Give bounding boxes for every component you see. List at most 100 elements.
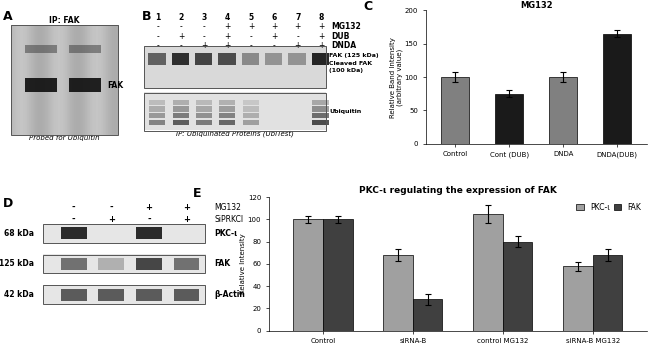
Text: (100 kDa): (100 kDa) — [329, 68, 363, 73]
Bar — [150, 100, 165, 105]
Text: +: + — [146, 203, 152, 212]
Y-axis label: Relative Intensity: Relative Intensity — [240, 234, 246, 294]
Bar — [196, 106, 212, 112]
Bar — [172, 100, 188, 105]
Text: 8: 8 — [318, 13, 324, 22]
Text: SiPRKCI: SiPRKCI — [214, 214, 244, 223]
Bar — [323, 220, 352, 331]
Bar — [313, 106, 328, 112]
Bar — [242, 113, 259, 118]
Bar — [413, 300, 443, 331]
Bar — [43, 285, 205, 304]
Text: 6: 6 — [272, 13, 277, 22]
Bar — [172, 113, 188, 118]
Text: DNDA: DNDA — [332, 41, 357, 50]
Text: IP: FAK: IP: FAK — [49, 16, 79, 25]
Bar — [195, 53, 213, 65]
Bar — [136, 258, 162, 270]
Text: +: + — [248, 23, 254, 31]
Text: 7: 7 — [295, 13, 300, 22]
Text: -: - — [250, 32, 252, 41]
Bar — [219, 100, 235, 105]
Bar — [150, 120, 165, 125]
Text: E: E — [193, 187, 202, 199]
Bar — [603, 34, 631, 144]
Text: B: B — [142, 10, 151, 23]
Bar — [503, 242, 532, 331]
Text: +: + — [224, 23, 231, 31]
Text: +: + — [318, 32, 324, 41]
Bar — [265, 53, 283, 65]
Bar — [148, 53, 166, 65]
Bar — [172, 106, 188, 112]
Bar — [312, 53, 329, 65]
Text: +: + — [294, 41, 301, 50]
Text: 4: 4 — [225, 13, 230, 22]
Bar — [10, 25, 118, 135]
Bar — [242, 100, 259, 105]
Bar — [196, 120, 212, 125]
Bar — [61, 227, 86, 239]
Bar — [242, 53, 259, 65]
Text: +: + — [318, 23, 324, 31]
Text: 42 kDa: 42 kDa — [4, 290, 34, 299]
Text: FAK: FAK — [214, 259, 231, 268]
Bar — [136, 288, 162, 301]
Title: Levels of Ubiquinated FAK in the presence of
MG132: Levels of Ubiquinated FAK in the presenc… — [430, 0, 643, 10]
Bar — [98, 258, 124, 270]
Text: -: - — [250, 41, 252, 50]
Bar — [196, 113, 212, 118]
Text: -: - — [157, 41, 159, 50]
Text: 5: 5 — [248, 13, 254, 22]
Bar — [144, 47, 326, 88]
Text: Ubiquitin: Ubiquitin — [329, 109, 361, 114]
Bar — [383, 255, 413, 331]
Text: 3: 3 — [202, 13, 207, 22]
Bar — [61, 258, 86, 270]
Text: 68 kDa: 68 kDa — [4, 229, 34, 238]
Text: +: + — [178, 32, 185, 41]
Bar — [473, 214, 503, 331]
Bar — [549, 77, 577, 144]
Text: Probed for Ubiquitin: Probed for Ubiquitin — [29, 135, 99, 141]
Text: -: - — [157, 23, 159, 31]
Bar — [313, 100, 328, 105]
Text: A: A — [3, 10, 13, 23]
Text: IP: Ubiquinated Proteins (UbiTest): IP: Ubiquinated Proteins (UbiTest) — [176, 130, 294, 137]
Text: DUB: DUB — [332, 32, 350, 41]
Bar — [144, 93, 326, 130]
Text: +: + — [108, 214, 115, 223]
Text: 125 kDa: 125 kDa — [0, 259, 34, 268]
Text: -: - — [109, 203, 113, 212]
Text: β-Actin: β-Actin — [214, 290, 246, 299]
Text: +: + — [224, 32, 231, 41]
Bar — [293, 220, 323, 331]
Bar — [70, 79, 101, 92]
Text: +: + — [271, 32, 278, 41]
Text: -: - — [203, 23, 206, 31]
Text: 1: 1 — [155, 13, 161, 22]
Bar — [172, 53, 189, 65]
Bar — [43, 224, 205, 243]
Text: MG132: MG132 — [332, 23, 361, 31]
Text: -: - — [296, 32, 299, 41]
Bar — [219, 120, 235, 125]
Text: Cleaved FAK: Cleaved FAK — [329, 61, 372, 66]
Bar — [150, 106, 165, 112]
Text: -: - — [180, 41, 183, 50]
Bar — [174, 288, 200, 301]
Bar — [289, 53, 306, 65]
Text: -: - — [180, 23, 183, 31]
Bar — [196, 100, 212, 105]
Bar — [218, 53, 236, 65]
Bar — [25, 45, 57, 53]
Text: -: - — [157, 32, 159, 41]
Y-axis label: Relative Band Intensity
(arbitrary value): Relative Band Intensity (arbitrary value… — [389, 37, 403, 118]
Text: +: + — [294, 23, 301, 31]
Text: -: - — [147, 214, 151, 223]
Text: D: D — [3, 197, 14, 210]
Title: PKC-ι regulating the expression of FAK: PKC-ι regulating the expression of FAK — [359, 186, 556, 195]
Bar — [313, 113, 328, 118]
Text: C: C — [364, 0, 373, 13]
Text: +: + — [183, 214, 190, 223]
